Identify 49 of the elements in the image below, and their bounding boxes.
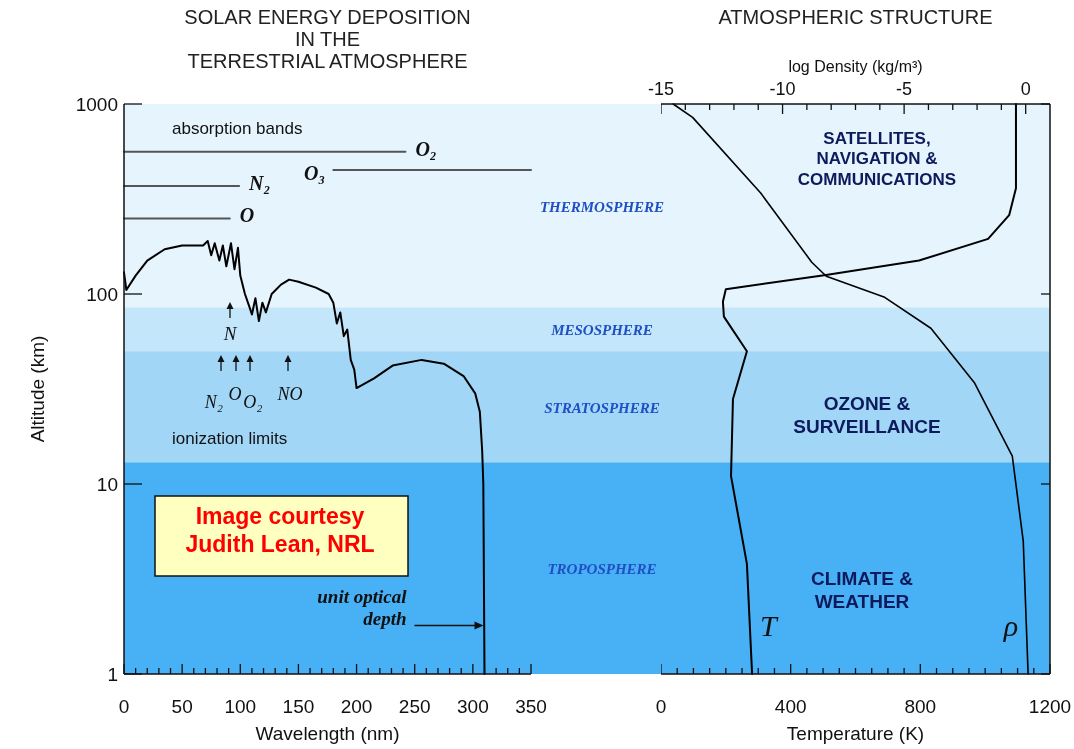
annotation: CLIMATE & WEATHER xyxy=(810,568,914,612)
series-label: ρ xyxy=(1002,609,1019,642)
annotation: O xyxy=(228,384,242,404)
x-tick-label: 350 xyxy=(515,696,547,717)
series-label: O₃ xyxy=(303,161,326,184)
annotation: N₂ xyxy=(203,392,224,412)
annotation: N xyxy=(222,323,238,344)
series-label: N₂ xyxy=(248,172,271,195)
band-label: TROPOSPHERE xyxy=(547,561,657,578)
x-tick-label: 200 xyxy=(340,696,373,717)
series-label: O xyxy=(239,204,255,227)
x-tick-label: 800 xyxy=(904,696,937,717)
x-tick-label: 300 xyxy=(457,696,489,717)
x-tick-label: 0 xyxy=(118,696,130,717)
y-tick-label: 1 xyxy=(107,663,118,685)
annotation: unit optical depth xyxy=(317,586,408,630)
band-label: THERMOSPHERE xyxy=(539,198,665,215)
x-tick-label: 250 xyxy=(398,696,431,717)
x2-tick-label: -10 xyxy=(769,79,796,99)
x2-tick-label: -15 xyxy=(647,79,675,99)
y-tick-label: 1000 xyxy=(75,93,118,115)
x-axis-title: Temperature (K) xyxy=(786,723,925,744)
x2-axis-title: log Density (kg/m³) xyxy=(788,58,923,75)
x-tick-label: 50 xyxy=(171,696,193,717)
chart-title: ATMOSPHERIC STRUCTURE xyxy=(718,6,993,28)
x2-tick-label: 0 xyxy=(1020,79,1031,99)
series-label: T xyxy=(760,609,780,642)
x-tick-label: 1200 xyxy=(1028,696,1072,717)
x-tick-label: 0 xyxy=(655,696,667,717)
band-label: STRATOSPHERE xyxy=(544,399,660,416)
annotation: Image courtesy Judith Lean, NRL xyxy=(185,503,375,557)
x-axis-title: Wavelength (nm) xyxy=(255,723,400,744)
x-tick-label: 100 xyxy=(224,696,257,717)
annotation: NO xyxy=(276,384,303,404)
annotation: SATELLITES, NAVIGATION & COMMUNICATIONS xyxy=(797,129,957,189)
chart-title: SOLAR ENERGY DEPOSITION IN THE TERRESTRIAL ATMOSPHERE xyxy=(184,6,471,72)
annotation: O₂ xyxy=(243,392,263,412)
x-tick-label: 150 xyxy=(282,696,315,717)
x2-tick-label: -5 xyxy=(896,79,913,99)
series-label: O₂ xyxy=(415,137,437,160)
annotation: ionization limits xyxy=(172,429,288,448)
annotation: OZONE & SURVEILLANCE xyxy=(793,393,941,437)
band-label: MESOSPHERE xyxy=(550,322,653,339)
y-tick-label: 10 xyxy=(96,473,118,495)
y-axis-title: Altitude (km) xyxy=(27,335,48,443)
x-tick-label: 400 xyxy=(774,696,807,717)
line-series xyxy=(123,240,486,675)
annotation: absorption bands xyxy=(172,119,303,138)
y-tick-label: 100 xyxy=(86,283,118,305)
